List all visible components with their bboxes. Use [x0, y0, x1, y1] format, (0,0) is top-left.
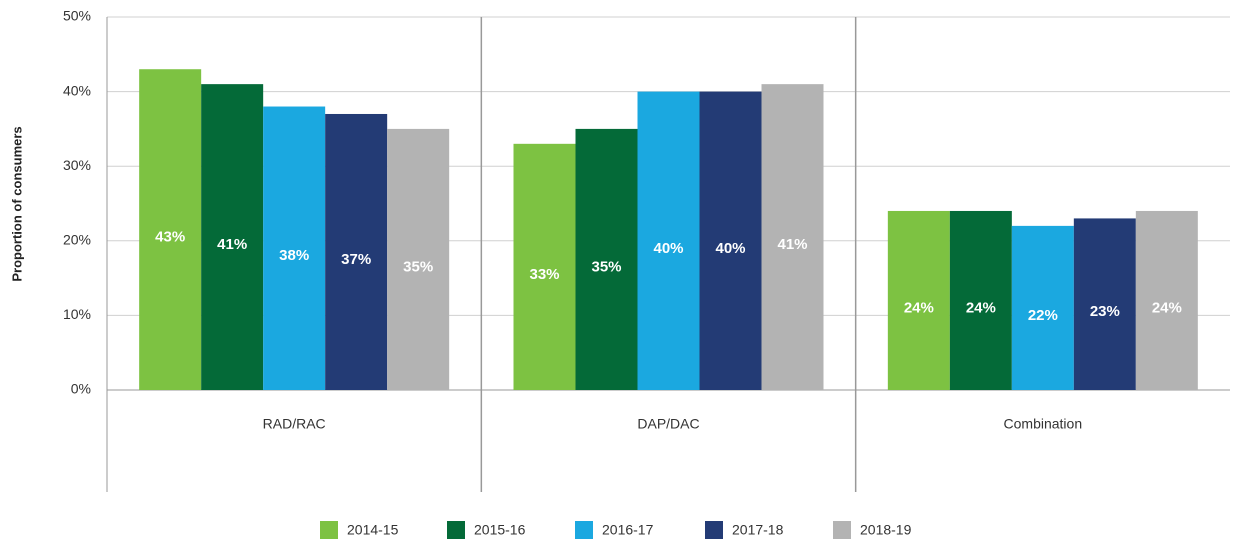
x-tick-label: DAP/DAC	[637, 416, 699, 432]
x-tick-label: RAD/RAC	[263, 416, 326, 432]
value-label: 24%	[904, 299, 934, 316]
bar	[201, 84, 264, 390]
bar	[1135, 210, 1198, 390]
value-label: 24%	[966, 299, 996, 316]
legend-label: 2014-15	[347, 522, 399, 538]
value-label: 35%	[591, 258, 621, 275]
bar	[699, 91, 762, 390]
value-label: 38%	[279, 247, 309, 264]
y-tick-label: 50%	[63, 8, 91, 24]
bar	[637, 91, 700, 390]
legend-swatch	[447, 521, 465, 539]
value-label: 35%	[403, 258, 433, 275]
value-label: 41%	[217, 236, 247, 253]
bar	[575, 128, 638, 390]
legend-swatch	[320, 521, 338, 539]
legend-label: 2018-19	[860, 522, 912, 538]
value-label: 40%	[653, 240, 683, 257]
value-label: 37%	[341, 251, 371, 268]
value-label: 40%	[715, 240, 745, 257]
bar	[887, 210, 950, 390]
bar	[387, 128, 450, 390]
value-label: 33%	[529, 266, 559, 283]
legend-label: 2016-17	[602, 522, 654, 538]
bar	[263, 106, 326, 391]
bar	[325, 113, 388, 390]
y-tick-label: 40%	[63, 82, 91, 98]
value-label: 23%	[1090, 303, 1120, 320]
bar	[513, 143, 576, 390]
bar	[1073, 218, 1136, 390]
y-tick-label: 10%	[63, 306, 91, 322]
legend-label: 2015-16	[474, 522, 526, 538]
value-label: 22%	[1028, 307, 1058, 324]
y-tick-label: 20%	[63, 232, 91, 248]
y-tick-label: 30%	[63, 157, 91, 173]
bar	[1011, 225, 1074, 390]
legend-swatch	[833, 521, 851, 539]
value-label: 43%	[155, 229, 185, 246]
y-tick-label: 0%	[71, 381, 91, 397]
bar	[761, 84, 824, 390]
legend-swatch	[705, 521, 723, 539]
x-tick-label: Combination	[1004, 416, 1083, 432]
y-axis-label: Proportion of consumers	[9, 126, 24, 281]
value-label: 41%	[777, 236, 807, 253]
bar	[139, 69, 202, 390]
value-label: 24%	[1152, 299, 1182, 316]
bar	[949, 210, 1012, 390]
legend-label: 2017-18	[732, 522, 784, 538]
legend-swatch	[575, 521, 593, 539]
